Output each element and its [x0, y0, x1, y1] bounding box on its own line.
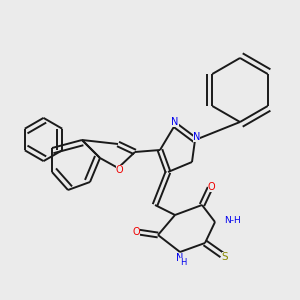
Text: N: N [176, 253, 184, 263]
Text: O: O [133, 227, 140, 237]
Text: N: N [171, 117, 179, 127]
Text: N: N [193, 132, 200, 142]
Text: O: O [116, 164, 123, 175]
Text: N-H: N-H [224, 216, 241, 225]
Text: S: S [222, 251, 228, 262]
Text: O: O [208, 182, 215, 191]
Text: H: H [180, 258, 186, 267]
